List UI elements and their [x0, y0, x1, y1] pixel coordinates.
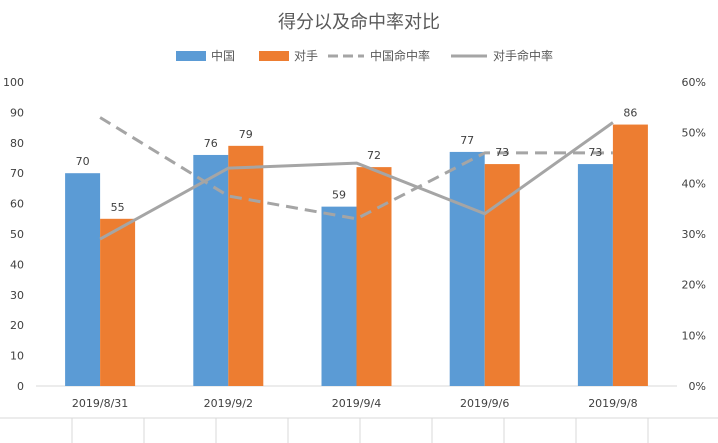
- y-left-tick-label: 60: [10, 198, 24, 211]
- bar-opponent: [100, 218, 136, 386]
- x-tick-label: 2019/9/6: [460, 397, 509, 410]
- legend-item: 对手命中率: [451, 48, 553, 63]
- bar-data-label: 70: [76, 155, 90, 168]
- legend-item: 对手: [259, 49, 318, 63]
- bar-opponent: [356, 167, 392, 386]
- x-tick-label: 2019/9/2: [204, 397, 253, 410]
- bar-china: [449, 151, 485, 386]
- sheet-grid: [0, 417, 718, 443]
- bar-data-label: 72: [367, 149, 381, 162]
- y-right-tick-label: 30%: [682, 228, 706, 241]
- bars: [65, 124, 648, 386]
- line-china-rate: [99, 116, 613, 221]
- y-right-tick-label: 10%: [682, 329, 706, 342]
- bar-data-label: 73: [588, 146, 602, 159]
- x-tick-label: 2019/8/31: [72, 397, 128, 410]
- legend-item: 中国: [176, 48, 235, 63]
- legend-swatch: [176, 51, 206, 61]
- x-tick-label: 2019/9/8: [588, 397, 637, 410]
- y-left-tick-label: 20: [10, 319, 24, 332]
- y-right-tick-label: 20%: [682, 279, 706, 292]
- bar-opponent: [612, 124, 648, 386]
- chart-title: 得分以及命中率对比: [278, 12, 440, 33]
- y-right-tick-label: 40%: [682, 177, 706, 190]
- bar-data-label: 76: [204, 137, 218, 150]
- bar-data-label: 73: [495, 146, 509, 159]
- bar-china: [65, 173, 101, 386]
- y-right-tick-label: 0%: [689, 380, 706, 393]
- y-left-tick-label: 100: [3, 76, 24, 89]
- bar-data-label: 86: [623, 107, 637, 120]
- y-right-tick-label: 50%: [682, 127, 706, 140]
- y-left-tick-label: 90: [10, 106, 24, 119]
- bar-china: [321, 206, 357, 386]
- legend: 中国 对手 中国命中率 对手命中率: [176, 48, 553, 63]
- y-left-tick-label: 40: [10, 258, 24, 271]
- legend-swatch: [259, 51, 289, 61]
- legend-label: 对手: [294, 49, 318, 63]
- legend-label: 中国: [211, 48, 235, 63]
- y-right-tick-label: 60%: [682, 76, 706, 89]
- x-tick-label: 2019/9/4: [332, 397, 381, 410]
- y-left-tick-label: 30: [10, 289, 24, 302]
- y-left-tick-label: 80: [10, 137, 24, 150]
- bar-data-label: 55: [111, 201, 125, 214]
- y-left-tick-label: 70: [10, 167, 24, 180]
- bar-data-label: 77: [460, 134, 474, 147]
- data-labels: 70 76 59 77 73 55 79 72 73 86: [76, 107, 638, 214]
- bar-china: [193, 154, 229, 386]
- bar-china: [577, 164, 613, 386]
- y-left-tick-label: 10: [10, 350, 24, 363]
- bar-data-label: 79: [239, 128, 253, 141]
- y-left-tick-label: 0: [17, 380, 24, 393]
- bar-opponent: [484, 164, 520, 386]
- legend-item: 中国命中率: [328, 48, 430, 63]
- bar-data-label: 59: [332, 189, 346, 202]
- legend-label: 对手命中率: [493, 48, 553, 63]
- lines: [99, 116, 614, 241]
- bar-opponent: [228, 145, 264, 386]
- legend-label: 中国命中率: [370, 48, 430, 63]
- y-left-tick-label: 50: [10, 228, 24, 241]
- line-opponent-rate: [99, 121, 614, 241]
